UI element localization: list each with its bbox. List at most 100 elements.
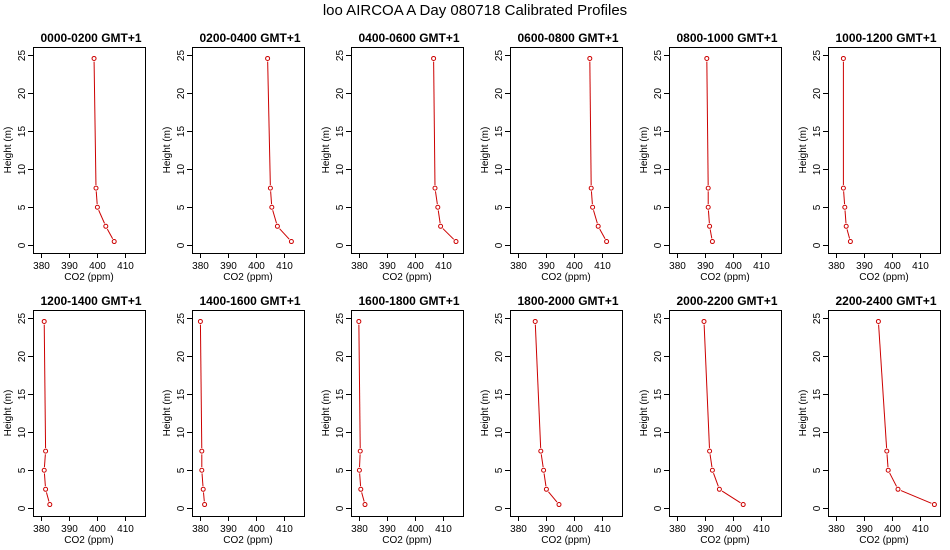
y-axis-label: Height (m) xyxy=(321,390,332,437)
y-tick-label: 20 xyxy=(17,88,28,100)
profile-panel: 0400-0600 GMT+1 380 390 400 410 0 5 10 15 20 25 CO2… xyxy=(321,31,464,283)
data-point xyxy=(199,467,205,473)
y-axis-label: Height (m) xyxy=(798,390,809,437)
y-tick-label: 25 xyxy=(653,313,664,325)
y-axis-label: Height (m) xyxy=(480,390,491,437)
series-line xyxy=(272,210,277,224)
x-tick-label: 380 xyxy=(510,524,527,535)
y-tick-label: 25 xyxy=(176,50,187,62)
series-line xyxy=(593,210,598,224)
profile-panel: 1200-1400 GMT+1 380 390 400 410 0 5 10 15 20 25 CO2… xyxy=(3,294,146,546)
x-tick-label: 400 xyxy=(89,261,106,272)
x-tick-label: 400 xyxy=(407,524,424,535)
series-line xyxy=(267,61,271,185)
x-tick-label: 390 xyxy=(856,261,873,272)
x-tick-label: 410 xyxy=(435,261,452,272)
series-line xyxy=(703,324,710,448)
y-axis-label: Height (m) xyxy=(3,390,14,437)
y-axis-label: Height (m) xyxy=(162,127,173,174)
y-tick-label: 10 xyxy=(335,427,346,439)
y-tick-label: 0 xyxy=(17,505,28,511)
y-tick-label: 25 xyxy=(812,50,823,62)
y-tick-label: 15 xyxy=(17,389,28,401)
y-tick-label: 0 xyxy=(176,242,187,248)
x-axis-label: CO2 (ppm) xyxy=(859,535,908,546)
data-point xyxy=(47,502,53,508)
y-tick-label: 10 xyxy=(17,164,28,176)
x-axis-label: CO2 (ppm) xyxy=(700,535,749,546)
y-axis-label: Height (m) xyxy=(480,127,491,174)
x-tick-label: 390 xyxy=(61,524,78,535)
y-tick-label: 0 xyxy=(653,242,664,248)
y-axis-label: Height (m) xyxy=(639,127,650,174)
y-tick-label: 0 xyxy=(494,505,505,511)
y-tick-label: 25 xyxy=(176,313,187,325)
profile-panel: 1600-1800 GMT+1 380 390 400 410 0 5 10 15 20 25 CO2… xyxy=(321,294,464,546)
data-point xyxy=(840,185,846,191)
series-line xyxy=(361,492,365,502)
y-tick-label: 0 xyxy=(17,242,28,248)
data-point xyxy=(111,239,117,245)
data-point xyxy=(875,318,881,324)
y-tick-label: 20 xyxy=(494,351,505,363)
x-tick-label: 410 xyxy=(117,261,134,272)
y-tick-label: 20 xyxy=(335,351,346,363)
data-point xyxy=(267,185,273,191)
y-tick-label: 0 xyxy=(335,242,346,248)
series-line xyxy=(534,324,542,448)
plot-frame xyxy=(351,47,464,254)
y-tick-label: 0 xyxy=(176,505,187,511)
x-tick-label: 400 xyxy=(248,524,265,535)
y-tick-label: 25 xyxy=(812,313,823,325)
data-point xyxy=(840,55,846,61)
x-tick-label: 390 xyxy=(379,524,396,535)
series-line xyxy=(106,228,114,239)
series-line xyxy=(844,210,847,224)
profile-panel: 0800-1000 GMT+1 380 390 400 410 0 5 10 15 20 25 CO2… xyxy=(639,31,782,283)
data-point xyxy=(357,448,363,454)
data-point xyxy=(200,486,206,492)
series-line xyxy=(433,61,436,185)
series-line xyxy=(900,490,932,504)
data-point xyxy=(432,185,438,191)
data-point xyxy=(709,239,715,245)
y-tick-label: 25 xyxy=(17,50,28,62)
x-tick-label: 410 xyxy=(753,261,770,272)
series-line xyxy=(843,191,846,205)
y-axis-label: Height (m) xyxy=(3,127,14,174)
x-axis-label: CO2 (ppm) xyxy=(223,535,272,546)
profile-panel: 2000-2200 GMT+1 380 390 400 410 0 5 10 15 20 25 CO2… xyxy=(639,294,782,546)
series-line xyxy=(878,324,888,448)
x-tick-label: 380 xyxy=(351,524,368,535)
series-line xyxy=(706,61,709,185)
data-point xyxy=(202,502,208,508)
y-tick-label: 0 xyxy=(494,242,505,248)
y-tick-label: 10 xyxy=(812,427,823,439)
x-tick-label: 390 xyxy=(220,524,237,535)
y-tick-label: 15 xyxy=(812,126,823,138)
panel-title: 2200-2400 GMT+1 xyxy=(835,294,936,308)
data-point xyxy=(41,467,47,473)
data-point xyxy=(43,486,49,492)
series-line xyxy=(95,191,98,205)
y-axis-label: Height (m) xyxy=(798,127,809,174)
x-tick-label: 410 xyxy=(912,261,929,272)
y-tick-label: 5 xyxy=(176,204,187,210)
panel-title: 1800-2000 GMT+1 xyxy=(517,294,618,308)
profile-panel: 1800-2000 GMT+1 380 390 400 410 0 5 10 15 20 25 CO2… xyxy=(480,294,623,546)
x-tick-label: 380 xyxy=(669,261,686,272)
x-tick-label: 400 xyxy=(884,261,901,272)
y-tick-label: 15 xyxy=(335,126,346,138)
y-tick-label: 5 xyxy=(176,467,187,473)
x-axis-label: CO2 (ppm) xyxy=(541,272,590,283)
data-point xyxy=(435,204,441,210)
x-tick-label: 400 xyxy=(566,261,583,272)
profile-panel: 1400-1600 GMT+1 380 390 400 410 0 5 10 15 20 25 CO2… xyxy=(162,294,305,546)
series-line xyxy=(43,324,47,448)
y-tick-label: 5 xyxy=(17,204,28,210)
data-point xyxy=(931,502,937,508)
x-tick-label: 380 xyxy=(510,261,527,272)
series-line xyxy=(45,492,50,502)
y-tick-label: 10 xyxy=(335,164,346,176)
series-line xyxy=(434,191,438,205)
